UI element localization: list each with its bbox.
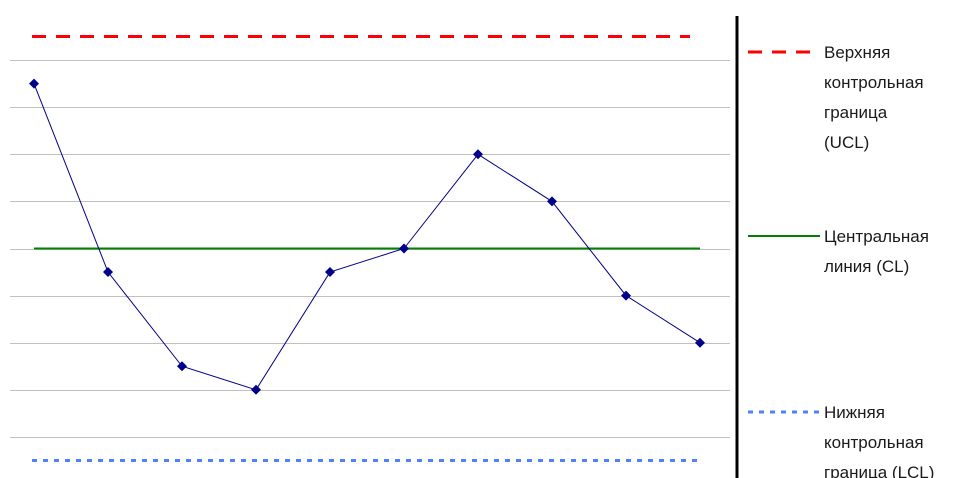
- legend-lcl-line-3: граница (LCL): [824, 463, 934, 478]
- legend-ucl-line-1: Верхняя: [824, 43, 890, 62]
- data-point-8: [547, 196, 557, 207]
- legend-ucl-line-4: (UCL): [824, 133, 869, 152]
- legend-ucl-line-2: контрольная: [824, 73, 924, 92]
- data-point-3: [177, 361, 187, 372]
- data-point-5: [325, 267, 335, 278]
- data-point-6: [399, 243, 409, 254]
- legend-cl-line-1: Центральная: [824, 227, 929, 246]
- data-point-10: [695, 337, 705, 348]
- legend: Верхняя контрольная граница (UCL) Центральна…: [748, 43, 934, 478]
- legend-cl-line-2: линия (CL): [824, 257, 909, 276]
- data-point-7: [473, 149, 483, 160]
- legend-lcl-line-1: Нижняя: [824, 403, 885, 422]
- legend-ucl-line-3: граница: [824, 103, 888, 122]
- series: [29, 78, 705, 395]
- data-point-2: [103, 267, 113, 278]
- legend-lcl-line-2: контрольная: [824, 433, 924, 452]
- control-lines: [32, 35, 700, 462]
- data-point-9: [621, 290, 631, 301]
- data-point-4: [251, 384, 261, 395]
- data-point-1: [29, 78, 39, 89]
- series-line-0: [33, 83, 701, 391]
